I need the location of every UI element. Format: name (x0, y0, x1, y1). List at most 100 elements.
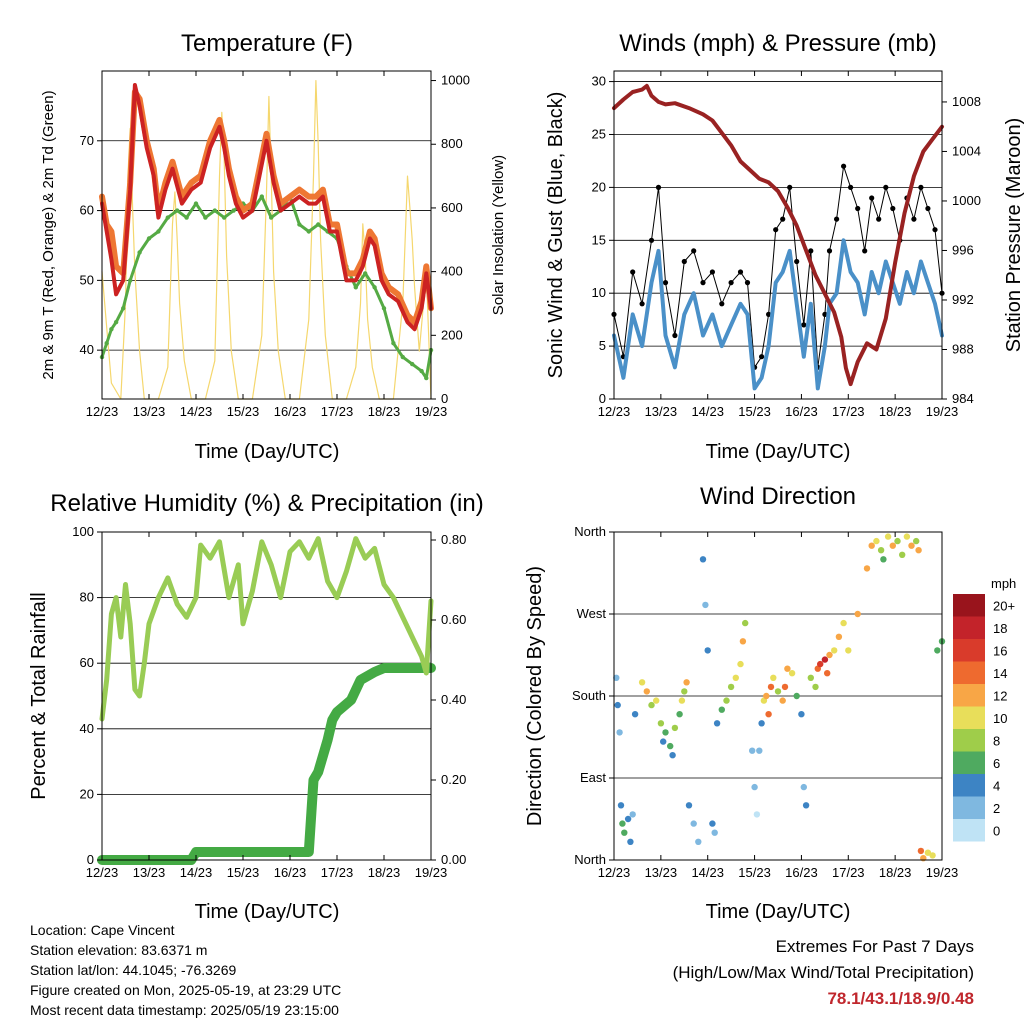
x-tick-label: 17/23 (321, 404, 354, 419)
x-tick-label: 16/23 (785, 404, 818, 419)
gust-point (655, 184, 662, 190)
colorbar-tick-label: 18 (993, 621, 1007, 636)
direction-point (807, 674, 814, 681)
colorbar-tick-label: 12 (993, 688, 1007, 703)
gust-point (691, 248, 697, 254)
direction-point (616, 729, 623, 736)
gust-point (700, 280, 706, 286)
direction-point (709, 820, 716, 827)
extremes-values: 78.1/43.1/18.9/0.48 (827, 989, 974, 1008)
y-tick-label: 70 (80, 133, 94, 148)
direction-point (690, 820, 697, 827)
winds-gridlines (614, 81, 942, 400)
direction-point (877, 547, 885, 554)
y-tick-label: 25 (592, 126, 606, 141)
gust-point (780, 216, 786, 222)
x-tick-label: 18/23 (879, 865, 912, 880)
direction-point (765, 711, 772, 718)
direction-point (631, 711, 639, 718)
station-info: Location: Cape Vincent Station elevation… (30, 920, 341, 1020)
direction-point (756, 747, 763, 754)
direction-point (613, 674, 620, 681)
y2-tick-label: 600 (441, 200, 463, 215)
y2-tick-label: 800 (441, 136, 463, 151)
y2-tick-label: 200 (441, 327, 463, 342)
x-tick-label: 18/23 (879, 404, 912, 419)
wind-direction-panel: Wind Direction NorthEastSouthWestNorth12… (524, 483, 1016, 923)
direction-point (737, 660, 744, 668)
dewpoint-point (372, 285, 377, 290)
gust-point (925, 205, 931, 212)
x-tick-label: 13/23 (645, 865, 678, 880)
dewpoint-point (353, 285, 358, 290)
gust-point (681, 258, 687, 265)
gust-point (639, 301, 645, 307)
y-tick-label: 60 (80, 203, 94, 218)
y-tick-label: 50 (80, 272, 94, 287)
direction-point (800, 783, 807, 791)
colorbar-tick-label: 0 (993, 823, 1000, 838)
colorbar-swatch (953, 639, 985, 662)
direction-point (929, 852, 936, 859)
direction-point (812, 683, 819, 691)
x-tick-label: 14/23 (180, 404, 213, 419)
direction-point (840, 619, 847, 627)
x-tick-label: 12/23 (86, 865, 119, 880)
x-tick-label: 15/23 (227, 865, 260, 880)
direction-point (798, 711, 805, 718)
x-tick-label: 12/23 (86, 404, 119, 419)
y-tick-label: 100 (72, 524, 94, 539)
gust-point (826, 248, 833, 254)
winds-plot-frame (613, 70, 943, 400)
colorbar-swatch (953, 796, 985, 819)
dewpoint-point (128, 278, 133, 283)
direction-point (749, 747, 756, 754)
colorbar-swatch (953, 661, 985, 684)
direction-point (742, 619, 749, 627)
colorbar-tick-label: 4 (993, 778, 1000, 793)
gust-point (766, 311, 772, 317)
direction-point (889, 542, 896, 549)
colorbar-tick-label: 14 (993, 666, 1007, 681)
x-tick-label: 18/23 (368, 865, 401, 880)
direction-point (917, 847, 925, 855)
direction-point (713, 720, 721, 727)
pressure-y2-axis-label: Station Pressure (Maroon) (1003, 118, 1024, 353)
gust-point (709, 269, 716, 275)
direction-point (678, 697, 686, 704)
direction-point (751, 783, 758, 791)
humidity-axis-ticks: 0 20 40 60 80 100 0.00 0.20 0.40 0.60 0.80 12/23 13/… (72, 524, 466, 880)
temperature-chart-title: Temperature (F) (181, 30, 353, 57)
x-tick-label: 16/23 (274, 865, 307, 880)
direction-point (793, 692, 800, 700)
dewpoint-point (203, 215, 208, 220)
dewpoint-series (99, 194, 434, 381)
y-tick-label: 0 (599, 391, 606, 406)
x-tick-label: 19/23 (926, 865, 959, 880)
direction-point (695, 838, 702, 845)
temperature-axis-ticks: 40 50 60 70 0 200 400 600 800 1000 12/23 13/23 14/23… (80, 71, 470, 419)
winds-pressure-panel: Winds (mph) & Pressure (mb) 0 5 10 15 20 25 30… (545, 30, 1024, 463)
direction-point (788, 670, 796, 677)
gust-point (630, 269, 636, 275)
direction-point (638, 679, 646, 686)
direction-point (781, 683, 789, 691)
direction-point (770, 674, 777, 681)
direction-point (699, 556, 707, 563)
extremes-title: Extremes For Past 7 Days (775, 937, 974, 956)
x-tick-label: 16/23 (785, 865, 818, 880)
colorbar-tick-label: 8 (993, 733, 1000, 748)
direction-point (660, 738, 667, 745)
temperature-plot-frame (101, 70, 432, 400)
humidity-x-axis-label: Time (Day/UTC) (195, 901, 340, 923)
colorbar-swatch (953, 684, 985, 707)
y2-tick-label: 988 (952, 341, 974, 356)
y-tick-label: 20 (592, 179, 606, 194)
gust-point (883, 184, 889, 190)
direction-point (619, 820, 626, 827)
direction-point (657, 720, 665, 727)
wind-direction-points (613, 533, 946, 862)
dewpoint-point (410, 361, 415, 367)
gust-point (787, 184, 793, 190)
